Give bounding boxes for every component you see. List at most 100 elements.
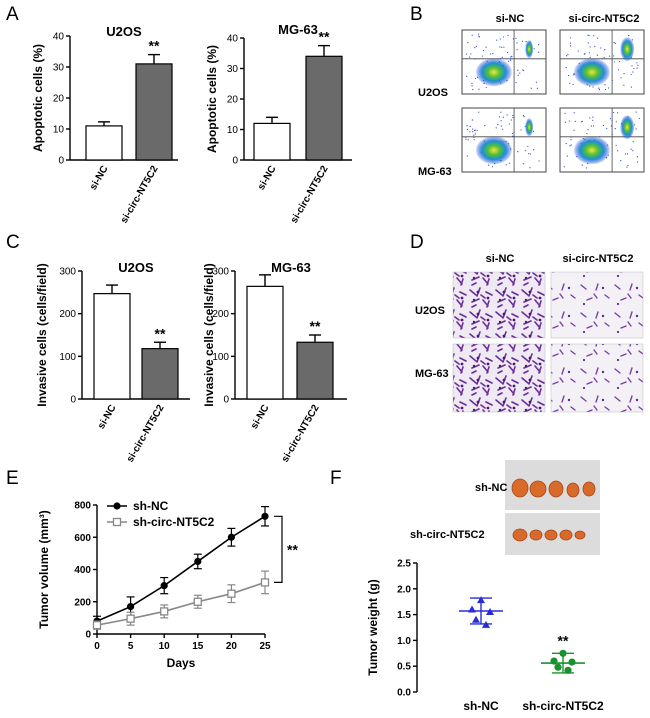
- event-dot: [533, 48, 535, 50]
- series-line: [96, 581, 266, 626]
- y-tick-label: 300: [59, 267, 76, 278]
- event-dot: [634, 124, 636, 126]
- event-dot: [508, 162, 510, 164]
- event-dot: [517, 69, 519, 71]
- panel-letter-d: D: [410, 232, 424, 253]
- event-dot: [471, 85, 473, 87]
- event-dot: [592, 119, 594, 121]
- event-dot: [536, 87, 538, 89]
- event-dot: [636, 67, 638, 69]
- event-dot: [465, 136, 467, 138]
- event-dot: [566, 155, 568, 157]
- event-dot: [467, 139, 469, 141]
- event-dot: [530, 87, 532, 89]
- event-dot: [501, 46, 503, 48]
- event-dot: [609, 118, 612, 120]
- data-point: [260, 578, 270, 587]
- y-tick-label: 400: [74, 565, 91, 576]
- event-dot: [631, 65, 633, 67]
- event-dot: [538, 160, 540, 162]
- event-dot: [596, 54, 599, 56]
- tumor: [566, 482, 580, 498]
- event-dot: [632, 141, 634, 143]
- event-dot: [533, 149, 535, 151]
- event-dot: [626, 166, 628, 168]
- event-dot: [510, 59, 512, 61]
- tumor: [544, 529, 558, 541]
- event-dot: [569, 145, 571, 147]
- event-dot: [502, 128, 504, 130]
- tumor: [529, 480, 547, 498]
- event-dot: [569, 45, 572, 47]
- d-row-label-mg63: MG-63: [415, 368, 449, 380]
- event-dot: [471, 82, 473, 84]
- chart-c-u2os: 0 100 200 300 Invasive cells (cells/field) U2…: [35, 260, 190, 464]
- event-dot: [577, 50, 579, 52]
- legend-label: sh-circ-NT5C2: [133, 515, 215, 529]
- event-dot: [469, 125, 471, 127]
- event-dot: [466, 125, 468, 127]
- event-dot: [466, 155, 468, 157]
- event-dot: [473, 129, 476, 131]
- event-dot: [529, 153, 532, 155]
- event-dot: [566, 55, 568, 57]
- event-dot: [617, 150, 619, 152]
- y-axis-label: Apoptotic cells (%): [205, 45, 219, 153]
- event-dot: [573, 129, 575, 131]
- chart-a-mg63: 0 10 20 30 40 Apoptotic cells (%) MG-63 si-NC **…: [205, 22, 352, 225]
- event-dot: [473, 139, 475, 141]
- event-dot: [588, 52, 590, 54]
- event-dot: [465, 53, 468, 55]
- data-point: [194, 557, 202, 566]
- live-population: [573, 58, 610, 87]
- event-dot: [636, 62, 638, 64]
- event-dot: [506, 114, 508, 116]
- y-axis-label: Tumor volume (mm³): [37, 510, 51, 628]
- event-dot: [471, 34, 473, 36]
- x-tick-label: si-NC: [88, 164, 111, 192]
- significance-mark: **: [319, 29, 330, 45]
- live-population: [475, 136, 512, 165]
- y-tick-label: 2.0: [397, 584, 411, 595]
- data-point: [227, 533, 235, 541]
- data-point: [160, 582, 168, 590]
- invasion-image-mg63-si-nc: [452, 343, 546, 413]
- d-col-label-si-nc: si-NC: [486, 253, 515, 265]
- event-dot: [529, 167, 531, 169]
- event-dot: [593, 35, 595, 37]
- event-dot: [615, 121, 617, 123]
- event-dot: [619, 60, 621, 63]
- apoptotic-population: [525, 40, 534, 59]
- event-dot: [502, 36, 505, 38]
- event-dot: [600, 47, 602, 49]
- tumor: [529, 529, 543, 541]
- tumor: [559, 529, 573, 541]
- y-axis-label: Apoptotic cells (%): [31, 44, 45, 152]
- bar: [246, 285, 284, 400]
- event-dot: [467, 42, 469, 44]
- x-tick-label: 15: [192, 641, 204, 652]
- event-dot: [478, 35, 480, 37]
- chart-e-tumor-volume: 0 200 400 600 800 0 5 10 15 20 25 Days Tumor volume …: [37, 499, 298, 670]
- event-dot: [608, 87, 610, 89]
- event-dot: [476, 129, 478, 132]
- apoptotic-population: [620, 115, 635, 140]
- event-dot: [614, 42, 617, 45]
- event-dot: [510, 119, 512, 121]
- event-dot: [496, 39, 498, 41]
- x-tick-label: 25: [259, 641, 271, 652]
- event-dot: [507, 60, 510, 62]
- event-dot: [564, 112, 566, 114]
- event-dot: [602, 124, 605, 126]
- data-point: [92, 620, 102, 630]
- event-dot: [528, 153, 530, 155]
- y-tick-label: 40: [53, 32, 65, 43]
- data-point: [193, 597, 202, 606]
- event-dot: [512, 135, 514, 137]
- event-dot: [507, 34, 509, 36]
- event-dot: [630, 73, 632, 76]
- event-dot: [497, 123, 499, 126]
- event-dot: [465, 138, 467, 140]
- event-dot: [580, 121, 583, 123]
